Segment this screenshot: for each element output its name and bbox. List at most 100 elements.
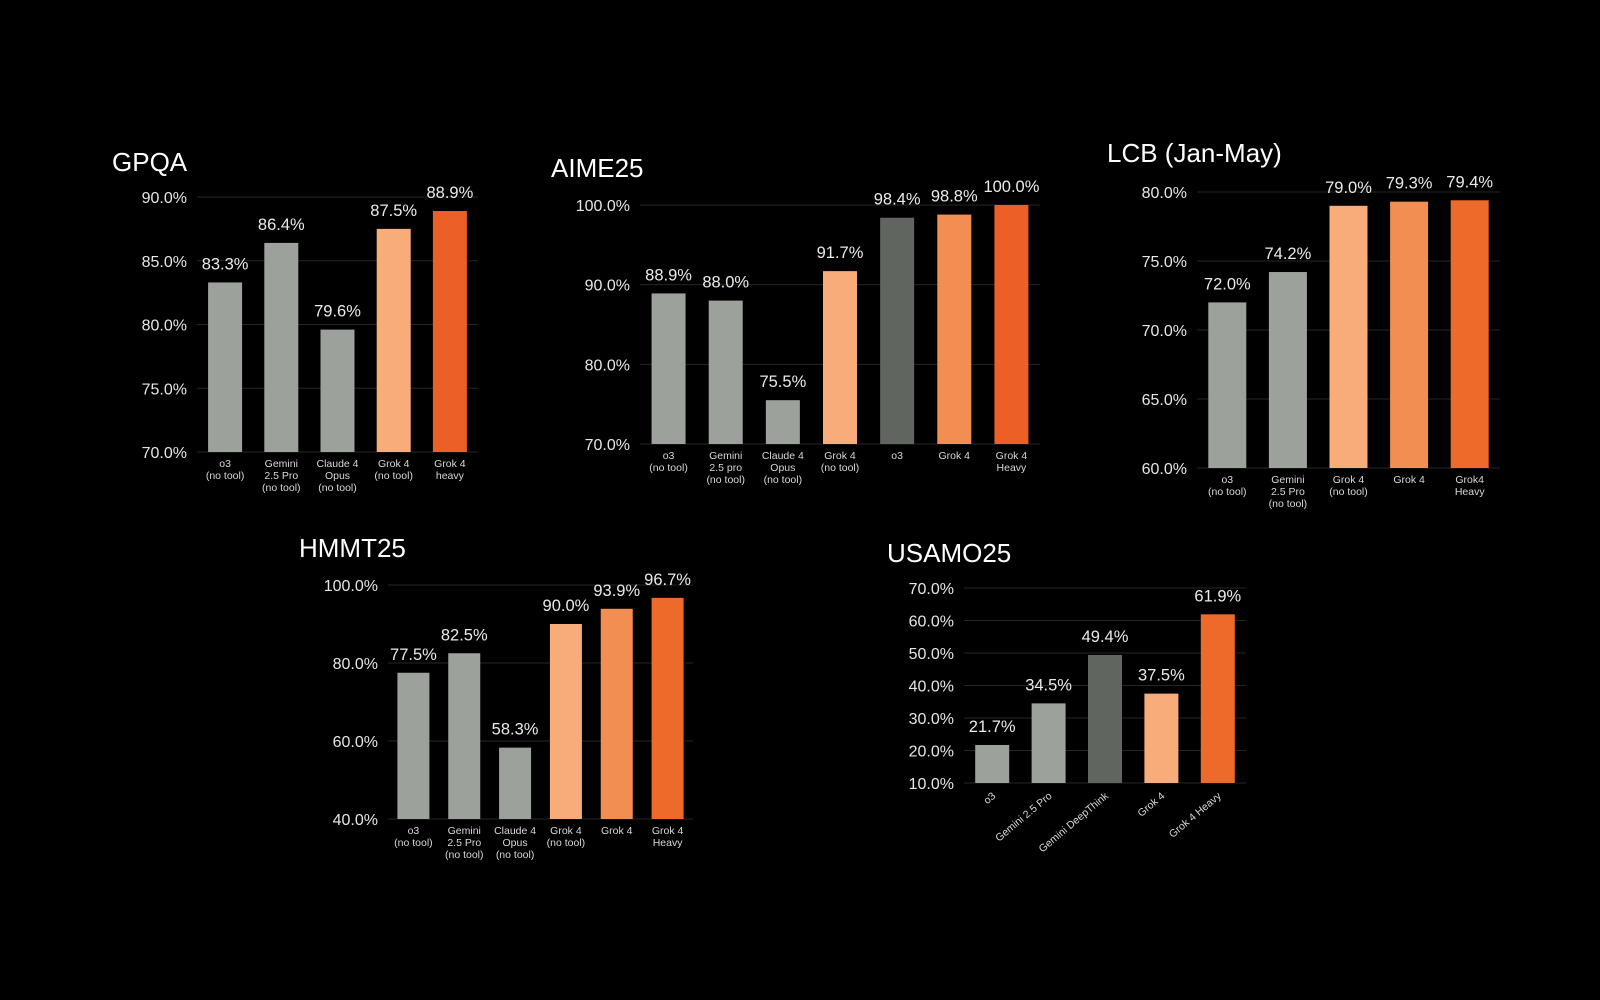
y-tick-label: 40.0% <box>909 679 954 696</box>
y-tick-label: 60.0% <box>1142 461 1187 478</box>
chart-title: AIME25 <box>551 153 644 183</box>
x-tick-label: Grok 4 <box>1393 474 1425 486</box>
y-tick-label: 70.0% <box>909 581 954 598</box>
x-tick-label: (no tool) <box>318 482 357 494</box>
chart-title: USAMO25 <box>887 538 1011 568</box>
x-tick-label: (no tool) <box>706 474 745 486</box>
data-label: 96.7% <box>644 571 691 589</box>
x-tick-label: (no tool) <box>374 470 413 482</box>
y-tick-label: 90.0% <box>585 278 630 295</box>
bar <box>264 242 299 452</box>
data-label: 83.3% <box>202 255 249 273</box>
y-tick-label: 20.0% <box>909 744 954 761</box>
x-tick-label: (no tool) <box>394 837 433 849</box>
x-tick-label: Opus <box>503 837 528 849</box>
x-tick-label: heavy <box>436 470 465 482</box>
x-tick-label: 2.5 Pro <box>447 837 481 849</box>
y-tick-label: 75.0% <box>142 381 187 398</box>
data-label: 90.0% <box>543 597 590 615</box>
x-tick-label: (no tool) <box>206 470 245 482</box>
y-tick-label: 10.0% <box>909 776 954 793</box>
bar <box>1268 272 1307 468</box>
data-label: 74.2% <box>1265 245 1312 263</box>
bar <box>765 400 800 444</box>
x-tick-label: Grok 4 <box>652 825 684 837</box>
bar <box>651 597 684 819</box>
x-tick-label: o3 <box>1221 474 1233 486</box>
data-label: 87.5% <box>370 202 417 220</box>
data-label: 34.5% <box>1025 676 1072 694</box>
x-tick-label: 2.5 Pro <box>1271 486 1305 498</box>
bar <box>600 608 633 819</box>
bar <box>376 228 411 452</box>
data-label: 88.9% <box>427 184 474 202</box>
y-tick-label: 60.0% <box>909 614 954 631</box>
bar <box>823 271 857 444</box>
bar <box>1200 614 1235 783</box>
bar <box>937 214 972 444</box>
x-tick-label: o3 <box>219 458 231 470</box>
x-tick-label: (no tool) <box>1329 486 1368 498</box>
data-label: 61.9% <box>1194 587 1241 605</box>
data-label: 88.0% <box>702 274 749 292</box>
x-tick-label: Opus <box>325 470 350 482</box>
data-label: 100.0% <box>983 178 1039 196</box>
x-tick-label: Grok 4 <box>1333 474 1365 486</box>
data-label: 21.7% <box>969 718 1016 736</box>
bar <box>499 747 532 819</box>
data-label: 82.5% <box>441 626 488 644</box>
y-tick-label: 80.0% <box>333 656 378 673</box>
x-tick-label: Grok 4 <box>939 450 971 462</box>
x-tick-label: 2.5 Pro <box>264 470 298 482</box>
data-label: 37.5% <box>1138 667 1185 685</box>
x-tick-label: Grok 4 <box>1135 790 1167 820</box>
x-tick-label: (no tool) <box>262 482 301 494</box>
data-label: 88.9% <box>645 266 692 284</box>
bar <box>1144 693 1179 783</box>
x-tick-label: Gemini 2.5 Pro <box>993 790 1054 844</box>
x-tick-label: Claude 4 <box>316 458 358 470</box>
y-tick-label: 80.0% <box>142 318 187 335</box>
bar <box>880 217 915 444</box>
data-label: 58.3% <box>492 721 539 739</box>
bar <box>1329 205 1368 469</box>
data-label: 72.0% <box>1204 275 1251 293</box>
data-label: 86.4% <box>258 216 305 234</box>
y-tick-label: 100.0% <box>576 198 630 215</box>
y-tick-label: 75.0% <box>1142 254 1187 271</box>
bar <box>397 672 430 819</box>
x-tick-label: (no tool) <box>649 462 688 474</box>
bar <box>1031 703 1066 783</box>
x-tick-label: Grok 4 <box>996 450 1028 462</box>
chart-title: LCB (Jan-May) <box>1107 138 1282 168</box>
bar <box>994 205 1029 444</box>
x-tick-label: Heavy <box>1455 486 1486 498</box>
x-tick-label: Opus <box>770 462 795 474</box>
bar <box>320 329 355 452</box>
y-tick-label: 85.0% <box>142 254 187 271</box>
x-tick-label: (no tool) <box>821 462 860 474</box>
y-tick-label: 65.0% <box>1142 392 1187 409</box>
y-tick-label: 70.0% <box>142 445 187 462</box>
x-tick-label: (no tool) <box>547 837 586 849</box>
x-tick-label: Gemini <box>1271 474 1304 486</box>
data-label: 93.9% <box>593 582 640 600</box>
data-label: 79.6% <box>314 303 361 321</box>
x-tick-label: Claude 4 <box>762 450 804 462</box>
bar <box>1450 200 1489 468</box>
x-tick-label: Grok 4 <box>824 450 856 462</box>
x-tick-label: Grok 4 <box>601 825 633 837</box>
data-label: 79.3% <box>1386 175 1433 193</box>
bar <box>1208 302 1247 468</box>
bar <box>975 744 1010 783</box>
x-tick-label: (no tool) <box>1269 498 1308 510</box>
y-tick-label: 50.0% <box>909 646 954 663</box>
x-tick-label: (no tool) <box>764 474 803 486</box>
x-tick-label: (no tool) <box>496 849 535 861</box>
data-label: 98.4% <box>874 191 921 209</box>
x-tick-label: o3 <box>663 450 675 462</box>
x-tick-label: Grok4 <box>1455 474 1484 486</box>
x-tick-label: 2.5 pro <box>709 462 742 474</box>
